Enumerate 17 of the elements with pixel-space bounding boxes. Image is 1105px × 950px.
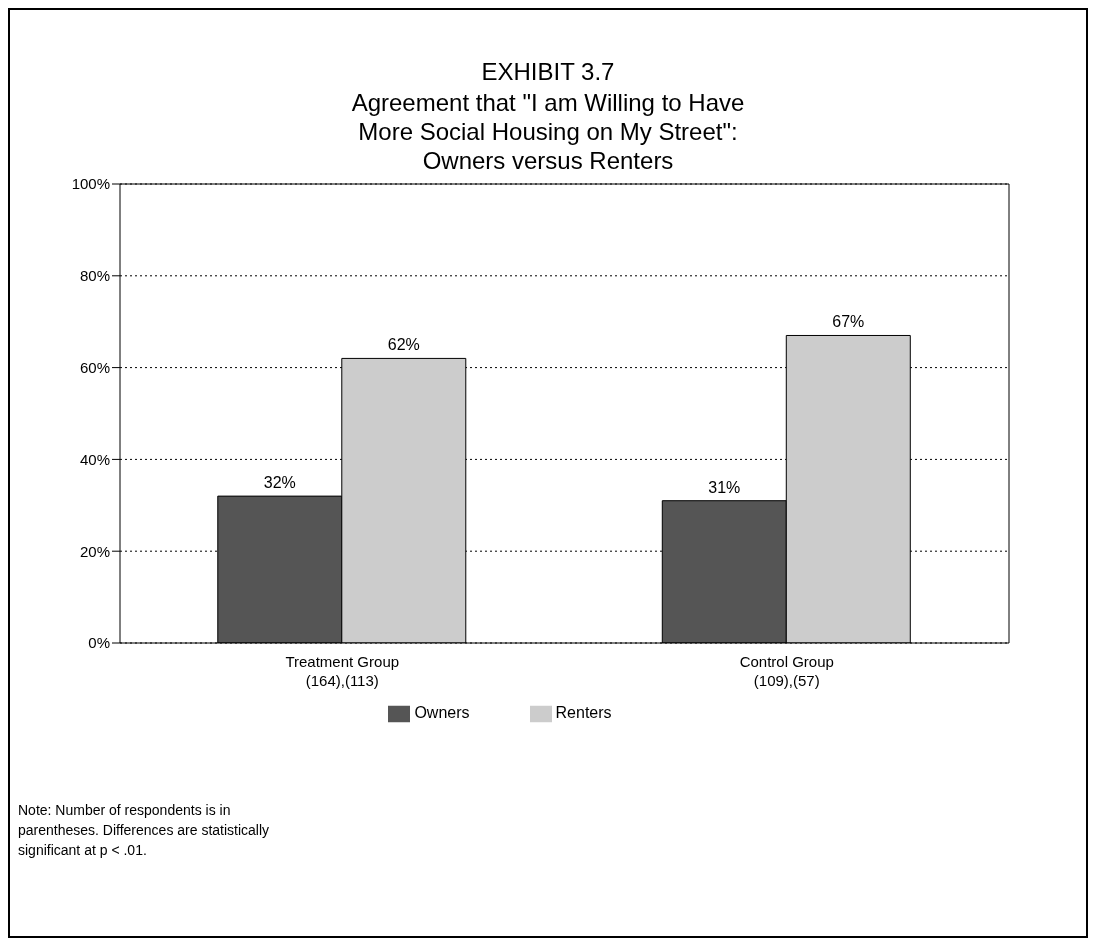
data-label: 31% xyxy=(708,478,741,496)
data-label: 62% xyxy=(387,336,420,354)
data-label: 32% xyxy=(263,474,296,492)
y-tick-label: 0% xyxy=(88,634,110,652)
data-label: 67% xyxy=(832,313,865,331)
y-tick-label: 80% xyxy=(79,267,110,285)
x-tick-label: Control Group (109),(57) xyxy=(739,653,834,689)
y-tick-label: 40% xyxy=(79,450,110,468)
legend-label: Owners xyxy=(414,704,470,722)
x-tick-label: Treatment Group (164),(113) xyxy=(285,653,400,689)
chart-title: EXHIBIT 3.7 xyxy=(480,58,616,86)
text: Note: Number of respondents is in parentheses. Differences are statistically significant at p < .01. xyxy=(18,801,271,860)
y-tick-label: 60% xyxy=(79,358,110,376)
legend-label: Renters xyxy=(555,704,612,722)
y-tick-label: 100% xyxy=(71,175,110,193)
y-tick-label: 20% xyxy=(79,542,110,560)
chart-subtitle: Agreement that "I am Willing to Have More Social Housing on My Street": Owners versus Renters xyxy=(350,88,746,175)
